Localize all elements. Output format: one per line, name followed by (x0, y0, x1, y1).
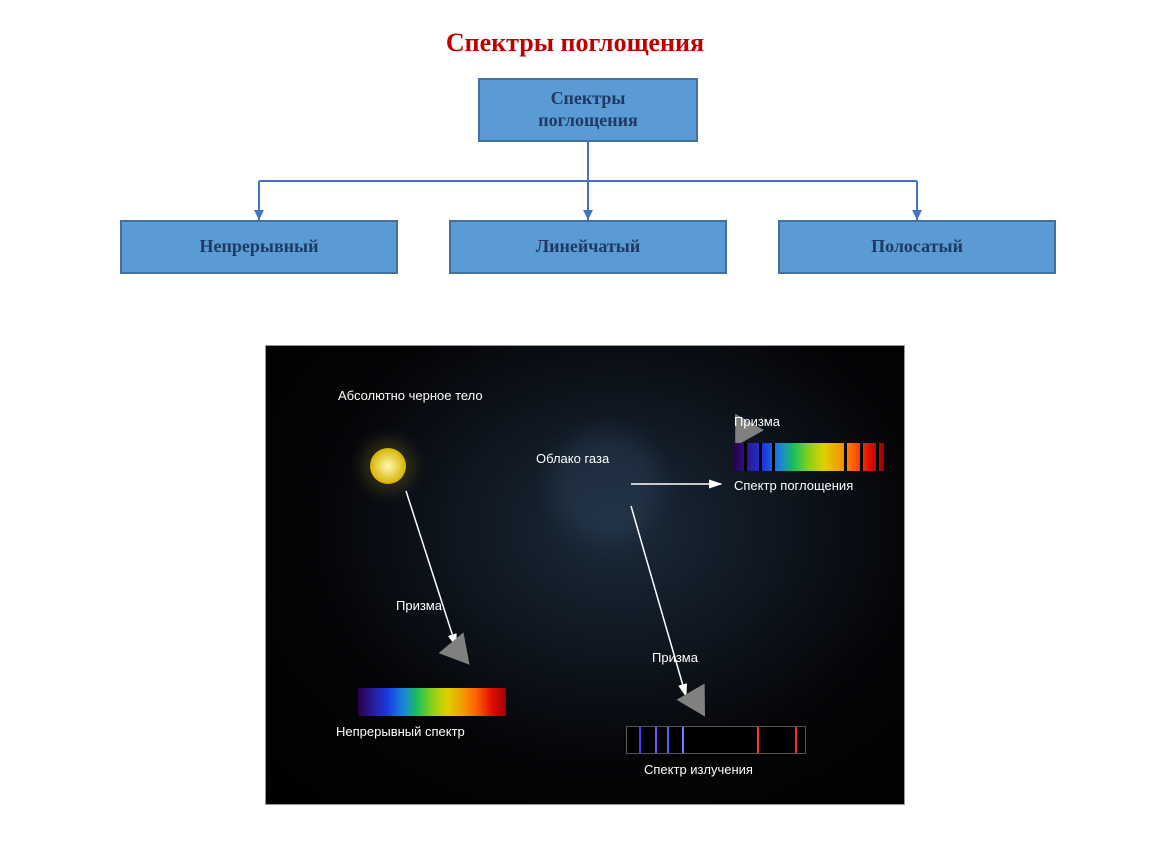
diagram-label: Облако газа (536, 451, 609, 466)
emission-spectrum (626, 726, 806, 754)
spectrum-strip (358, 688, 506, 716)
diagram-label: Спектр поглощения (734, 478, 853, 493)
tree-box: Непрерывный (120, 220, 398, 274)
diagram-label: Призма (396, 598, 442, 613)
diagram-label: Спектр излучения (644, 762, 753, 777)
diagram-label: Абсолютно черное тело (338, 388, 483, 403)
hierarchy-tree: Спектрыпоглощения Непрерывный Линейчатый По… (0, 58, 1150, 278)
spectrum-strip (734, 443, 884, 471)
physics-diagram: Абсолютно черное тело Облако газа Призма Сп… (265, 345, 905, 805)
diagram-label: Призма (734, 414, 780, 429)
page-title: Спектры поглощения (0, 0, 1150, 58)
tree-box: Спектрыпоглощения (478, 78, 698, 142)
diagram-label: Непрерывный спектр (336, 724, 465, 739)
diagram-label: Призма (652, 650, 698, 665)
tree-box: Линейчатый (449, 220, 727, 274)
tree-box: Полосатый (778, 220, 1056, 274)
